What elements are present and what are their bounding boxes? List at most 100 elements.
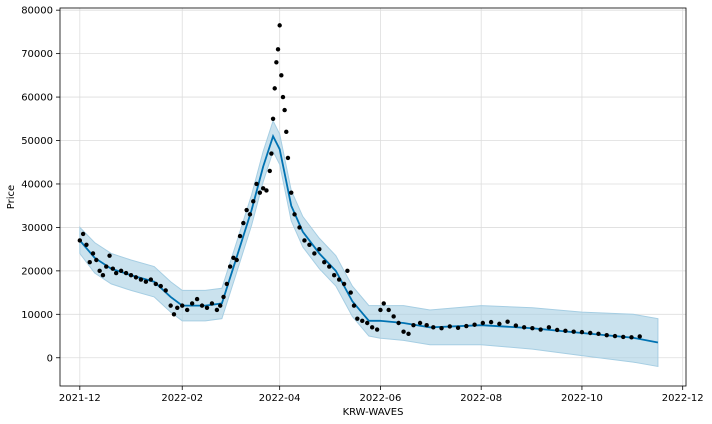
observed-point bbox=[571, 329, 576, 334]
x-tick-label: 2022-12 bbox=[662, 393, 704, 404]
observed-point bbox=[234, 257, 239, 263]
observed-point bbox=[231, 255, 236, 261]
observed-point bbox=[497, 321, 502, 327]
observed-point bbox=[351, 303, 357, 308]
observed-point bbox=[110, 266, 116, 271]
observed-point bbox=[378, 307, 383, 313]
observed-point bbox=[588, 330, 593, 336]
observed-point bbox=[331, 273, 337, 278]
observed-point bbox=[143, 279, 149, 284]
observed-point bbox=[411, 322, 416, 328]
observed-point bbox=[158, 283, 163, 289]
observed-point bbox=[100, 273, 106, 278]
y-tick-label: 50000 bbox=[21, 136, 53, 147]
observed-point bbox=[637, 334, 642, 339]
observed-point bbox=[285, 155, 291, 161]
observed-point bbox=[257, 190, 263, 195]
observed-point bbox=[184, 307, 190, 313]
observed-point bbox=[260, 186, 266, 191]
observed-point bbox=[596, 331, 601, 337]
observed-point bbox=[386, 307, 391, 313]
observed-point bbox=[439, 326, 444, 331]
observed-point bbox=[297, 225, 302, 230]
observed-point bbox=[227, 264, 233, 269]
observed-point bbox=[163, 288, 168, 293]
observed-point bbox=[189, 301, 195, 306]
plot-frame bbox=[59, 7, 687, 387]
observed-point bbox=[214, 307, 220, 313]
observed-point bbox=[621, 334, 626, 340]
observed-point bbox=[104, 264, 109, 269]
y-tick-label: 60000 bbox=[21, 93, 53, 104]
observed-point bbox=[327, 264, 332, 269]
y-tick-label: 20000 bbox=[21, 266, 53, 277]
observed-point bbox=[282, 107, 287, 113]
observed-point bbox=[224, 281, 230, 287]
observed-point bbox=[355, 316, 360, 321]
observed-point bbox=[209, 301, 215, 306]
observed-point bbox=[272, 86, 277, 91]
observed-point bbox=[153, 281, 158, 287]
observed-point bbox=[401, 329, 406, 334]
observed-point bbox=[175, 305, 180, 310]
observed-point bbox=[629, 335, 634, 340]
observed-point bbox=[123, 270, 129, 276]
observed-point bbox=[270, 116, 276, 121]
observed-point bbox=[480, 320, 486, 326]
observed-point bbox=[218, 303, 223, 308]
y-axis-label: Price bbox=[6, 185, 17, 209]
observed-point bbox=[171, 312, 177, 317]
observed-point bbox=[472, 322, 477, 327]
observed-point bbox=[280, 94, 286, 100]
observed-point bbox=[307, 242, 312, 247]
observed-point bbox=[563, 328, 568, 334]
y-tick-label: 80000 bbox=[21, 6, 53, 17]
observed-point bbox=[406, 331, 411, 337]
observed-point bbox=[447, 324, 452, 329]
observed-point bbox=[237, 233, 243, 239]
observed-point bbox=[284, 129, 289, 135]
observed-point bbox=[221, 294, 226, 300]
observed-point bbox=[317, 246, 322, 252]
observed-point bbox=[247, 212, 253, 217]
observed-point bbox=[538, 327, 543, 332]
x-tick-label: 2022-08 bbox=[460, 393, 502, 404]
observed-point bbox=[277, 23, 282, 28]
observed-point bbox=[455, 325, 461, 330]
observed-point bbox=[180, 303, 185, 308]
observed-point bbox=[348, 290, 353, 295]
observed-point bbox=[312, 251, 317, 256]
observed-point bbox=[275, 47, 281, 52]
observed-point bbox=[488, 319, 494, 325]
observed-point bbox=[241, 220, 246, 226]
observed-point bbox=[107, 253, 112, 258]
observed-point bbox=[77, 238, 83, 243]
observed-point bbox=[604, 332, 609, 338]
observed-point bbox=[292, 212, 297, 217]
y-tick-label: 40000 bbox=[21, 179, 53, 190]
x-tick-label: 2021-12 bbox=[59, 393, 101, 404]
observed-point bbox=[251, 199, 256, 204]
observed-point bbox=[336, 277, 342, 282]
x-tick-label: 2022-02 bbox=[161, 393, 203, 404]
observed-point bbox=[84, 242, 89, 247]
y-tick-label: 70000 bbox=[21, 49, 53, 60]
observed-point bbox=[148, 277, 154, 282]
observed-point bbox=[424, 322, 429, 328]
observed-point bbox=[369, 325, 375, 330]
observed-point bbox=[194, 296, 200, 302]
observed-point bbox=[199, 303, 205, 308]
observed-point bbox=[133, 275, 139, 280]
observed-point bbox=[264, 188, 269, 193]
observed-point bbox=[417, 320, 423, 326]
observed-point bbox=[80, 231, 86, 237]
observed-point bbox=[90, 251, 96, 256]
observed-point bbox=[138, 277, 144, 282]
observed-point bbox=[97, 268, 102, 274]
observed-point bbox=[87, 259, 92, 265]
observed-point bbox=[204, 305, 210, 310]
y-tick-label: 0 bbox=[47, 353, 53, 364]
observed-point bbox=[391, 314, 396, 319]
